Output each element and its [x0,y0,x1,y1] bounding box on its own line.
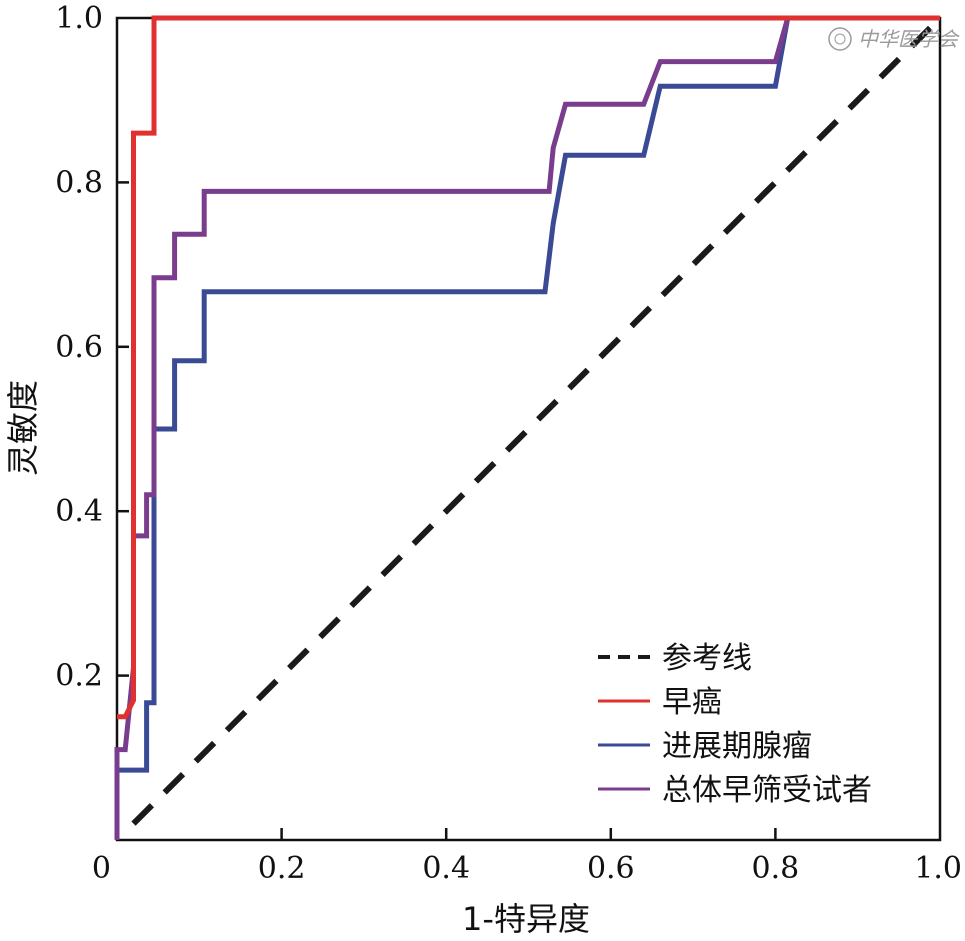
x-tick-label: 0.2 [258,851,306,886]
ticks: 0 0.2 0.4 0.6 0.8 1.0 0.2 0.4 0.6 0.8 1.0 [55,1,962,886]
watermark: 中华医学会 [828,27,960,51]
watermark-seal-inner [834,33,846,45]
x-tick-label: 0 [92,851,111,886]
x-tick-label: 1.0 [914,851,962,886]
series-line-1 [117,15,940,720]
y-tick-label: 0.2 [55,659,103,694]
watermark-text: 中华医学会 [858,27,960,51]
watermark-seal-icon [828,27,852,51]
series-line-2 [114,15,940,840]
legend-label-3: 总体早筛受试者 [662,773,872,808]
series-line-0 [131,15,943,826]
series-layer [114,15,943,840]
y-tick-label: 0.6 [55,330,103,365]
legend-label-1: 早癌 [662,685,722,720]
y-axis-title: 灵敏度 [4,380,42,476]
y-tick-label: 0.8 [55,165,103,200]
x-axis-title: 1-特异度 [462,900,590,938]
y-tick-label: 0.4 [55,494,103,529]
x-tick-label: 0.6 [587,851,635,886]
x-tick-label: 0.8 [752,851,800,886]
legend-label-0: 参考线 [662,641,752,676]
legend-label-2: 进展期腺瘤 [662,729,812,764]
y-tick-label: 1.0 [55,1,103,36]
x-tick-label: 0.4 [422,851,470,886]
